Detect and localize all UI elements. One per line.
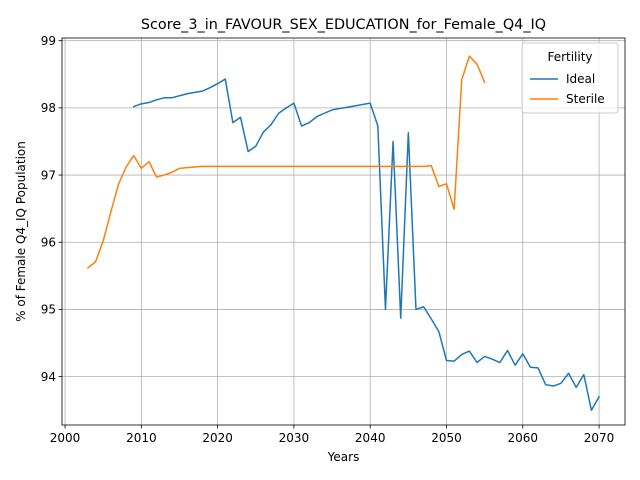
y-tick-label: 94: [41, 370, 56, 384]
y-tick-label: 99: [41, 34, 56, 48]
y-axis-title: % of Female Q4_IQ Population: [14, 141, 28, 322]
x-tick-label: 2030: [279, 431, 310, 445]
series-line-ideal: [132, 78, 601, 411]
x-axis-title: Years: [327, 450, 360, 464]
legend-label: Sterile: [566, 92, 605, 106]
x-tick-label: 2040: [355, 431, 386, 445]
x-tick-label: 2060: [508, 431, 539, 445]
y-tick-label: 97: [41, 168, 56, 182]
y-tick-label: 98: [41, 101, 56, 115]
legend-label: Ideal: [566, 72, 595, 86]
chart-title: Score_3_in_FAVOUR_SEX_EDUCATION_for_Fema…: [141, 17, 546, 33]
y-tick-label: 96: [41, 236, 56, 250]
x-axis: 2000 2010 2020 2030 2040 2050 2060 2070: [50, 425, 615, 445]
x-tick-label: 2010: [126, 431, 157, 445]
legend-title: Fertility: [547, 50, 592, 64]
legend: Fertility Ideal Sterile: [521, 42, 619, 114]
x-tick-label: 2020: [202, 431, 233, 445]
series-layer: [86, 55, 601, 411]
x-tick-label: 2000: [50, 431, 81, 445]
plot-frame: [61, 37, 626, 426]
legend-box: [521, 42, 619, 114]
y-tick-label: 95: [41, 303, 56, 317]
x-tick-label: 2070: [584, 431, 615, 445]
series-line-sterile: [86, 55, 486, 269]
x-tick-label: 2050: [431, 431, 462, 445]
y-axis: 94 95 96 97 98 99: [41, 34, 62, 384]
